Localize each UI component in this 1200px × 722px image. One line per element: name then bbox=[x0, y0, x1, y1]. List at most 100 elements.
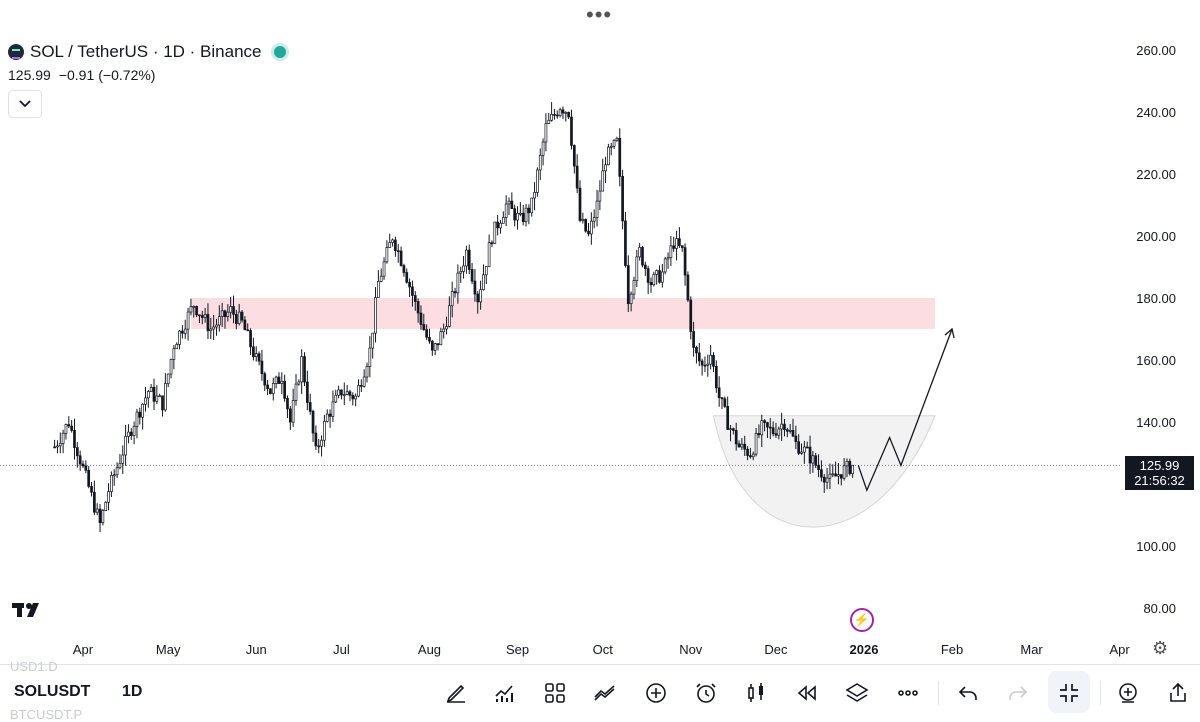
candle-down[interactable] bbox=[303, 356, 306, 383]
candle-up[interactable] bbox=[439, 331, 443, 346]
candle-up[interactable] bbox=[442, 328, 446, 333]
candle-up[interactable] bbox=[56, 445, 59, 448]
candle-down[interactable] bbox=[311, 410, 315, 434]
candle-up[interactable] bbox=[533, 192, 536, 199]
candle-up[interactable] bbox=[655, 270, 659, 275]
candle-up[interactable] bbox=[462, 265, 465, 272]
undo-icon[interactable] bbox=[954, 679, 982, 707]
candle-down[interactable] bbox=[413, 295, 417, 302]
candle-up[interactable] bbox=[729, 428, 732, 431]
candle-down[interactable] bbox=[737, 443, 741, 448]
candle-up[interactable] bbox=[499, 222, 502, 229]
candle-up[interactable] bbox=[581, 218, 585, 221]
candle-up[interactable] bbox=[831, 473, 835, 476]
candle-up[interactable] bbox=[558, 109, 562, 116]
candle-down[interactable] bbox=[90, 486, 93, 493]
candle-up[interactable] bbox=[64, 424, 68, 434]
candle-up[interactable] bbox=[237, 311, 241, 324]
candle-down[interactable] bbox=[81, 463, 85, 467]
candle-up[interactable] bbox=[538, 154, 542, 171]
candle-up[interactable] bbox=[516, 213, 519, 221]
candle-down[interactable] bbox=[794, 435, 798, 443]
candle-down[interactable] bbox=[246, 329, 250, 332]
candle-up[interactable] bbox=[504, 203, 508, 218]
candle-up[interactable] bbox=[493, 221, 497, 244]
candle-down[interactable] bbox=[834, 473, 837, 477]
candle-up[interactable] bbox=[112, 474, 116, 477]
candle-down[interactable] bbox=[408, 281, 411, 288]
candle-down[interactable] bbox=[646, 268, 650, 283]
candle-up[interactable] bbox=[300, 356, 304, 383]
candle-up[interactable] bbox=[450, 291, 454, 307]
candle-up[interactable] bbox=[118, 462, 122, 469]
candle-down[interactable] bbox=[555, 114, 559, 117]
candle-down[interactable] bbox=[496, 221, 499, 229]
candle-up[interactable] bbox=[334, 394, 338, 403]
candle-up[interactable] bbox=[777, 428, 781, 436]
candle-up[interactable] bbox=[254, 353, 258, 358]
candle-down[interactable] bbox=[527, 207, 531, 214]
candle-up[interactable] bbox=[61, 432, 65, 444]
candle-down[interactable] bbox=[678, 238, 681, 247]
candle-up[interactable] bbox=[845, 460, 849, 467]
candle-up[interactable] bbox=[365, 366, 369, 378]
candle-up[interactable] bbox=[101, 510, 105, 524]
candle-down[interactable] bbox=[206, 314, 210, 332]
candle-down[interactable] bbox=[797, 441, 801, 454]
candle-down[interactable] bbox=[700, 360, 704, 366]
candle-up[interactable] bbox=[132, 426, 136, 436]
candle-up[interactable] bbox=[652, 274, 656, 286]
candle-down[interactable] bbox=[152, 386, 156, 402]
candle-up[interactable] bbox=[663, 258, 667, 273]
candle-up[interactable] bbox=[291, 400, 295, 423]
share-icon[interactable] bbox=[1164, 679, 1192, 707]
candle-up[interactable] bbox=[536, 169, 539, 193]
candle-down[interactable] bbox=[766, 422, 769, 428]
candle-up[interactable] bbox=[638, 247, 641, 258]
candle-up[interactable] bbox=[220, 310, 224, 317]
candle-up[interactable] bbox=[325, 413, 329, 422]
candle-down[interactable] bbox=[436, 343, 440, 346]
exit-fullscreen-button[interactable] bbox=[1048, 671, 1090, 713]
candle-down[interactable] bbox=[405, 272, 409, 283]
candle-up[interactable] bbox=[564, 112, 568, 114]
candle-down[interactable] bbox=[561, 109, 565, 114]
candle-down[interactable] bbox=[510, 200, 514, 209]
candle-up[interactable] bbox=[524, 207, 528, 223]
candle-up[interactable] bbox=[592, 217, 596, 222]
candle-down[interactable] bbox=[695, 347, 698, 354]
candle-down[interactable] bbox=[181, 330, 184, 334]
candle-up[interactable] bbox=[530, 197, 534, 214]
candle-down[interactable] bbox=[453, 291, 457, 294]
candle-down[interactable] bbox=[649, 282, 653, 286]
candle-up[interactable] bbox=[342, 394, 346, 396]
candle-up[interactable] bbox=[337, 389, 340, 396]
candle-down[interactable] bbox=[641, 247, 644, 266]
candle-down[interactable] bbox=[791, 430, 795, 437]
candle-down[interactable] bbox=[428, 336, 431, 342]
candle-down[interactable] bbox=[129, 431, 133, 436]
candle-up[interactable] bbox=[448, 305, 451, 327]
candle-up[interactable] bbox=[590, 220, 593, 235]
candle-down[interactable] bbox=[473, 280, 477, 295]
candles-group[interactable] bbox=[53, 102, 854, 533]
candle-up[interactable] bbox=[124, 436, 127, 456]
candle-down[interactable] bbox=[243, 319, 247, 331]
candle-down[interactable] bbox=[198, 314, 201, 317]
candle-up[interactable] bbox=[377, 281, 380, 298]
candle-up[interactable] bbox=[371, 332, 375, 349]
candle-down[interactable] bbox=[425, 329, 428, 338]
candle-up[interactable] bbox=[669, 245, 673, 258]
candle-up[interactable] bbox=[217, 316, 221, 326]
candle-down[interactable] bbox=[814, 455, 818, 466]
candle-up[interactable] bbox=[166, 373, 170, 384]
candle-up[interactable] bbox=[459, 271, 463, 274]
candle-down[interactable] bbox=[402, 265, 406, 273]
candle-down[interactable] bbox=[235, 314, 238, 324]
candle-down[interactable] bbox=[200, 315, 204, 318]
candle-up[interactable] bbox=[487, 242, 491, 267]
candle-up[interactable] bbox=[811, 455, 815, 464]
candle-up[interactable] bbox=[212, 326, 215, 330]
compare-icon[interactable] bbox=[591, 679, 619, 707]
candle-up[interactable] bbox=[740, 443, 744, 448]
